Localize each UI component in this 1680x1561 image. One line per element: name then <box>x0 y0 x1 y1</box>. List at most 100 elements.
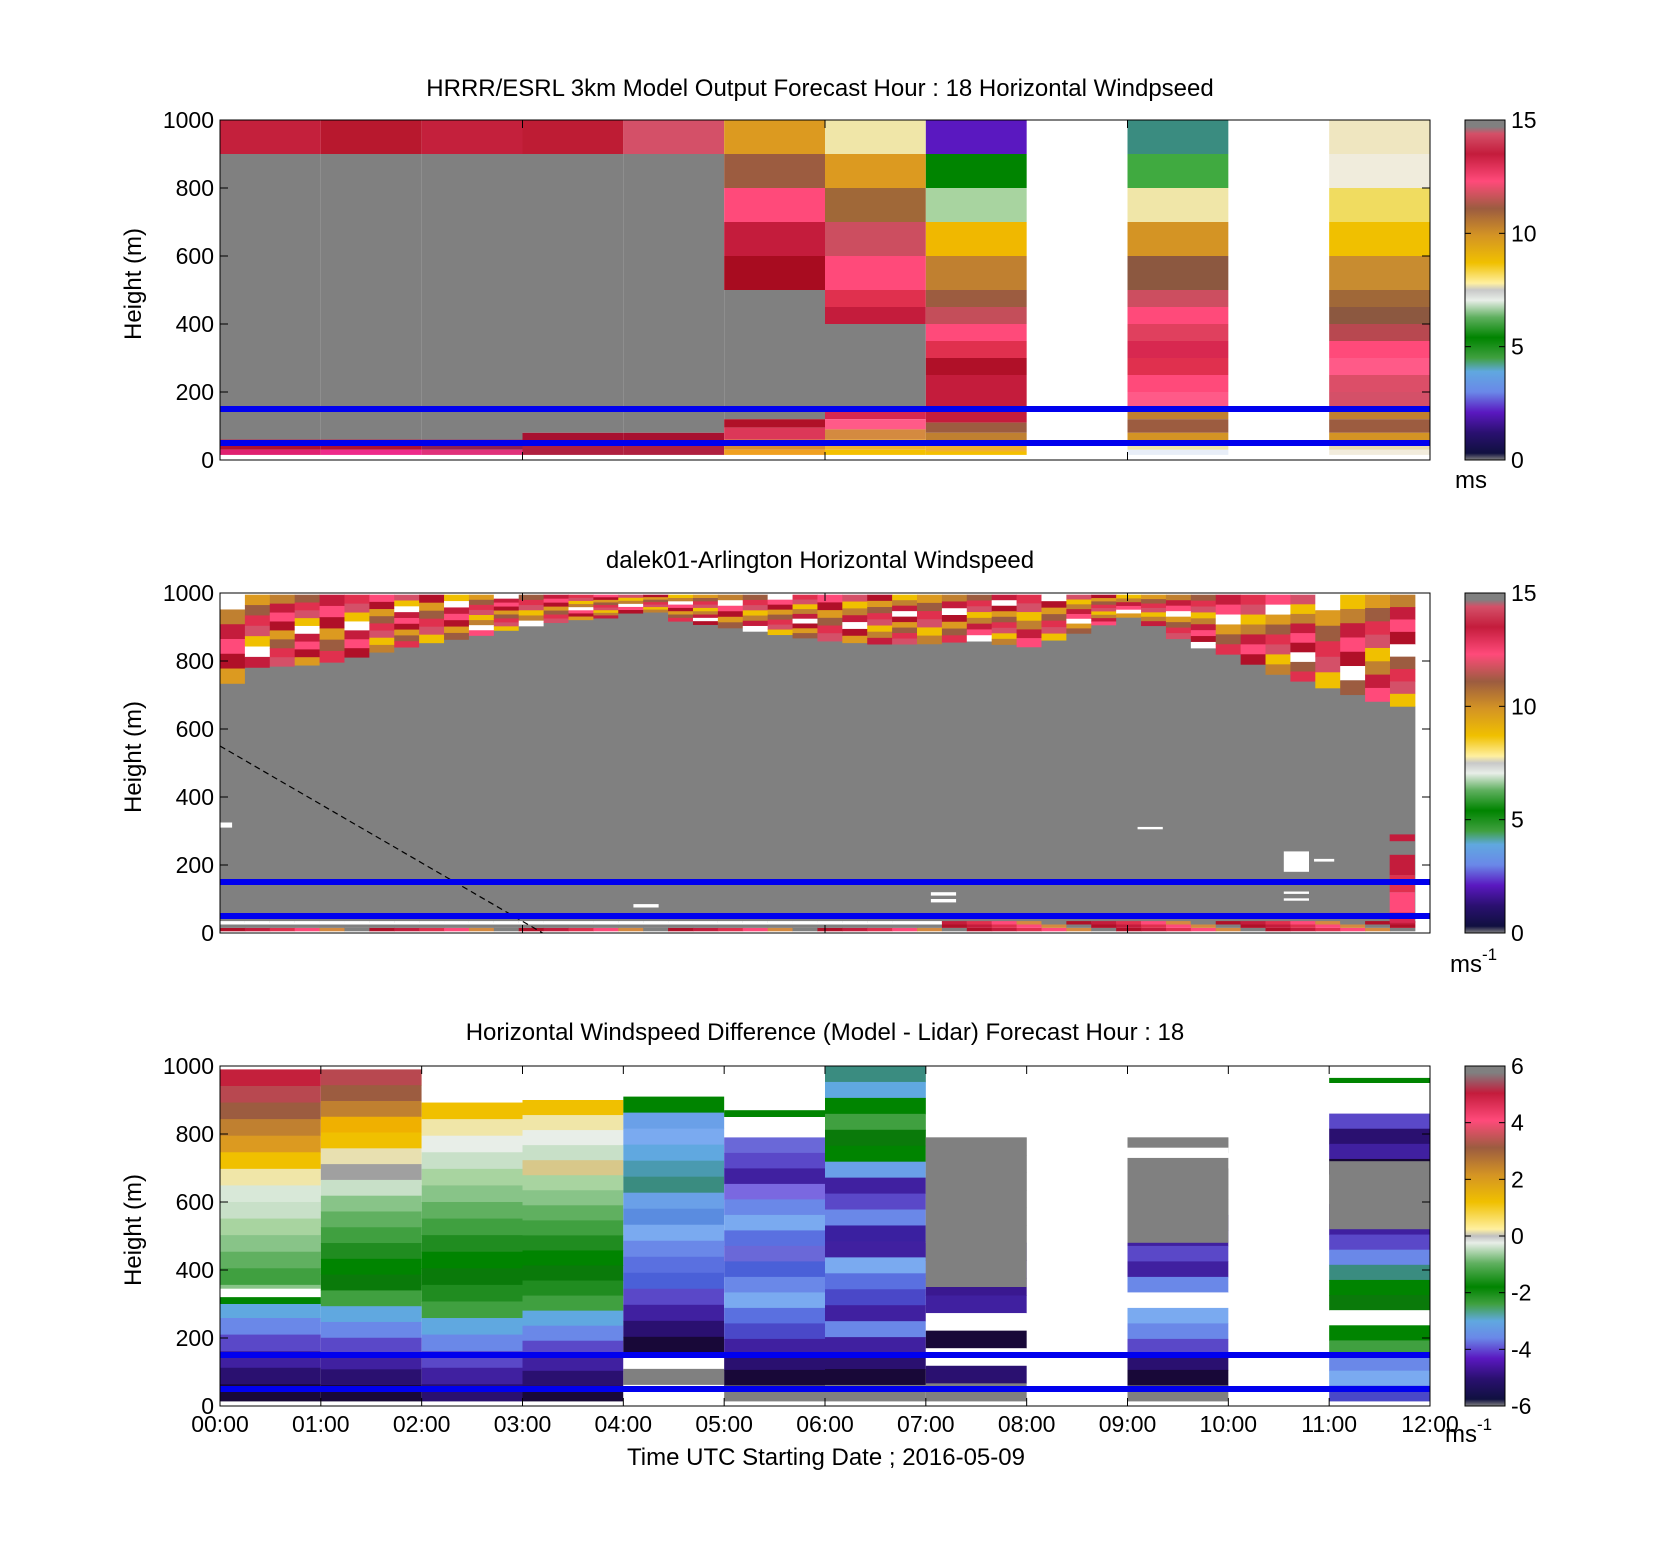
heatmap-cell <box>1190 612 1217 619</box>
time-column <box>1329 120 1430 455</box>
heatmap-cell <box>1127 1354 1229 1371</box>
heatmap-cell <box>867 607 893 614</box>
x-tick-label: 10:00 <box>1200 1411 1258 1437</box>
heatmap-cell <box>1240 614 1267 625</box>
heatmap-cell <box>1165 600 1192 607</box>
heatmap-cell <box>817 633 843 642</box>
heatmap-cell <box>966 927 993 932</box>
heatmap-cell <box>1190 921 1217 925</box>
heatmap-cell <box>825 1145 926 1163</box>
heatmap-cell <box>842 635 868 644</box>
heatmap-cell <box>1329 1234 1430 1251</box>
heatmap-cell <box>668 924 694 928</box>
heatmap-cell <box>1290 681 1316 923</box>
heatmap-cell <box>1016 629 1042 639</box>
heatmap-cell <box>244 646 271 658</box>
heatmap-cell <box>1116 609 1142 614</box>
heatmap-cell <box>1127 449 1229 455</box>
heatmap-cell <box>220 1085 321 1104</box>
heatmap-cell <box>319 594 345 607</box>
heatmap-cell <box>717 600 744 607</box>
heatmap-cell <box>917 643 943 923</box>
heatmap-cell <box>1215 654 1242 923</box>
heatmap-cell <box>593 607 619 611</box>
panel-model: HRRR/ESRL 3km Model Output Forecast Hour… <box>120 75 1537 494</box>
heatmap-cell <box>1329 1370 1430 1387</box>
heatmap-cell <box>1240 924 1267 928</box>
heatmap-cell <box>593 605 619 609</box>
time-column <box>320 1069 422 1402</box>
heatmap-cell <box>468 609 495 616</box>
heatmap-cell <box>1091 608 1117 612</box>
heatmap-cell <box>1365 921 1391 925</box>
heatmap-cell <box>792 927 818 932</box>
heatmap-cell <box>344 603 370 614</box>
heatmap-cell <box>825 1257 926 1274</box>
heatmap-cell <box>825 120 926 154</box>
heatmap-cell <box>1329 419 1430 433</box>
heatmap-cell <box>1389 619 1416 633</box>
heatmap-cell <box>1329 1249 1430 1266</box>
y-tick-label: 800 <box>176 1121 214 1147</box>
heatmap-cell <box>522 1205 624 1221</box>
heatmap-cell <box>1265 924 1291 928</box>
heatmap-cell <box>1340 637 1366 653</box>
heatmap-cell <box>1329 449 1430 455</box>
heatmap-cell <box>568 597 594 602</box>
x-axis-tick-labels: 00:00 01:00 02:00 03:00 04:00 05:00 06:00 07:00… <box>191 1411 1459 1437</box>
heatmap-cell <box>825 188 926 222</box>
heatmap-cell <box>1215 624 1242 635</box>
heatmap-cell <box>825 1161 926 1179</box>
heatmap-cell <box>1091 604 1117 609</box>
heatmap-cell <box>421 1185 523 1203</box>
heatmap-cell <box>369 616 395 624</box>
heatmap-cell <box>917 921 943 925</box>
heatmap-cell <box>1329 358 1430 375</box>
time-column <box>1127 1137 1229 1402</box>
heatmap-cell <box>1190 641 1217 649</box>
heatmap-cell <box>543 594 570 600</box>
heatmap-cell <box>867 921 893 925</box>
heatmap-cell <box>643 924 669 928</box>
heatmap-cell <box>1165 921 1192 925</box>
heatmap-cell <box>1165 924 1192 928</box>
heatmap-cell <box>1215 604 1242 616</box>
heatmap-cell <box>668 614 694 619</box>
heatmap-cell <box>724 1292 825 1309</box>
heatmap-cell <box>966 594 993 601</box>
colorbar-tick-label: 0 <box>1511 1223 1524 1249</box>
heatmap-cell <box>220 924 246 928</box>
heatmap-cell <box>623 120 725 154</box>
heatmap-cell <box>1389 927 1416 932</box>
time-column <box>522 120 624 455</box>
heatmap-cell <box>623 1208 725 1226</box>
heatmap-cell <box>1329 375 1430 392</box>
panel-model-title: HRRR/ESRL 3km Model Output Forecast Hour… <box>426 75 1213 102</box>
heatmap-cell <box>1265 614 1291 626</box>
heatmap-cell <box>966 617 993 625</box>
heatmap-cell <box>867 625 893 633</box>
heatmap-cell <box>692 604 719 609</box>
heatmap-cell <box>522 1250 624 1266</box>
heatmap-cell <box>867 594 893 602</box>
heatmap-cell <box>623 1256 725 1274</box>
heatmap-cell <box>842 927 868 932</box>
heatmap-cell <box>220 683 246 923</box>
heatmap-cell <box>1016 603 1042 613</box>
heatmap-cell <box>1127 1292 1229 1309</box>
heatmap-cell <box>1329 1279 1430 1296</box>
y-tick-label: 200 <box>176 852 214 878</box>
heatmap-cell <box>1041 921 1067 925</box>
heatmap-cell <box>941 621 968 630</box>
heatmap-cell <box>1315 641 1341 658</box>
heatmap-cell <box>294 924 321 928</box>
heatmap-cell <box>568 594 594 599</box>
heatmap-cell <box>717 924 744 928</box>
heatmap-cell <box>692 601 719 606</box>
heatmap-cell <box>220 1168 321 1186</box>
heatmap-cell <box>568 927 594 932</box>
heatmap-cell <box>344 648 370 658</box>
heatmap-cell <box>1127 1338 1229 1355</box>
heatmap-cell <box>1315 625 1341 642</box>
heatmap-cell <box>925 1330 1027 1349</box>
